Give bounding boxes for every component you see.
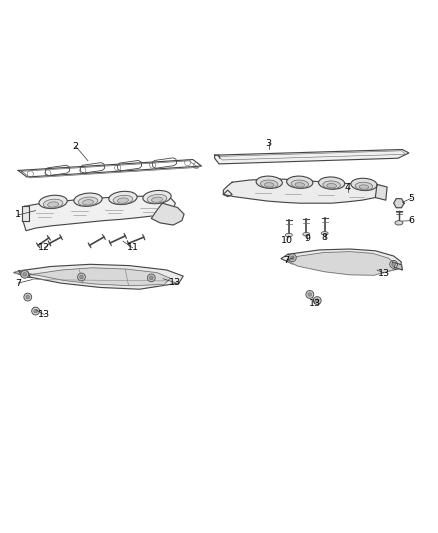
Polygon shape [21,206,29,221]
Circle shape [313,297,321,304]
Ellipse shape [256,176,283,188]
Text: 7: 7 [283,256,289,265]
Circle shape [80,275,83,279]
Text: 10: 10 [281,236,293,245]
Ellipse shape [303,232,310,236]
Ellipse shape [359,185,369,189]
Text: 9: 9 [304,235,310,244]
Circle shape [148,274,155,282]
Circle shape [34,309,37,313]
Ellipse shape [78,197,98,206]
Text: 11: 11 [127,243,138,252]
Circle shape [21,270,28,278]
Circle shape [32,307,39,315]
Ellipse shape [74,193,102,206]
Circle shape [290,256,294,260]
Ellipse shape [355,182,373,190]
Ellipse shape [351,178,377,191]
Circle shape [392,263,396,266]
Circle shape [23,272,26,276]
Polygon shape [14,271,32,274]
Ellipse shape [39,195,67,208]
Ellipse shape [291,180,308,188]
Circle shape [306,290,314,298]
Text: 8: 8 [321,233,328,242]
Text: 2: 2 [73,142,79,151]
Ellipse shape [261,180,278,188]
Ellipse shape [113,195,133,204]
Ellipse shape [43,199,63,208]
Circle shape [78,273,85,281]
Polygon shape [28,268,170,286]
Text: 13: 13 [378,269,390,278]
Ellipse shape [265,183,274,187]
Circle shape [315,299,319,302]
Text: 6: 6 [408,216,414,225]
Ellipse shape [117,198,128,203]
Ellipse shape [143,190,171,204]
Ellipse shape [287,176,313,188]
Ellipse shape [323,181,340,189]
Text: 1: 1 [15,211,21,220]
Ellipse shape [83,200,93,205]
Text: 7: 7 [15,279,21,288]
Ellipse shape [321,231,328,235]
Polygon shape [223,179,385,203]
Polygon shape [151,203,184,225]
Text: 13: 13 [309,299,321,308]
Circle shape [26,295,29,299]
Polygon shape [19,271,30,277]
Polygon shape [394,199,404,208]
Polygon shape [393,262,403,270]
Ellipse shape [286,233,292,237]
Circle shape [150,276,153,280]
Ellipse shape [327,183,336,188]
Circle shape [24,293,32,301]
Ellipse shape [318,177,345,189]
Text: 5: 5 [408,194,414,203]
Polygon shape [281,249,402,274]
Ellipse shape [48,202,59,207]
Text: 13: 13 [38,310,50,319]
Circle shape [390,261,398,268]
Ellipse shape [147,195,167,203]
Circle shape [308,293,311,296]
Polygon shape [215,149,409,164]
Text: 4: 4 [345,183,351,192]
Ellipse shape [395,221,403,225]
Text: 12: 12 [39,243,50,252]
Ellipse shape [152,197,162,203]
Polygon shape [288,252,396,275]
Polygon shape [375,184,387,200]
Text: 13: 13 [169,278,181,287]
Text: 3: 3 [266,139,272,148]
Circle shape [288,254,296,262]
Ellipse shape [295,183,304,187]
Polygon shape [22,196,175,231]
Ellipse shape [109,191,137,205]
Polygon shape [14,264,183,289]
